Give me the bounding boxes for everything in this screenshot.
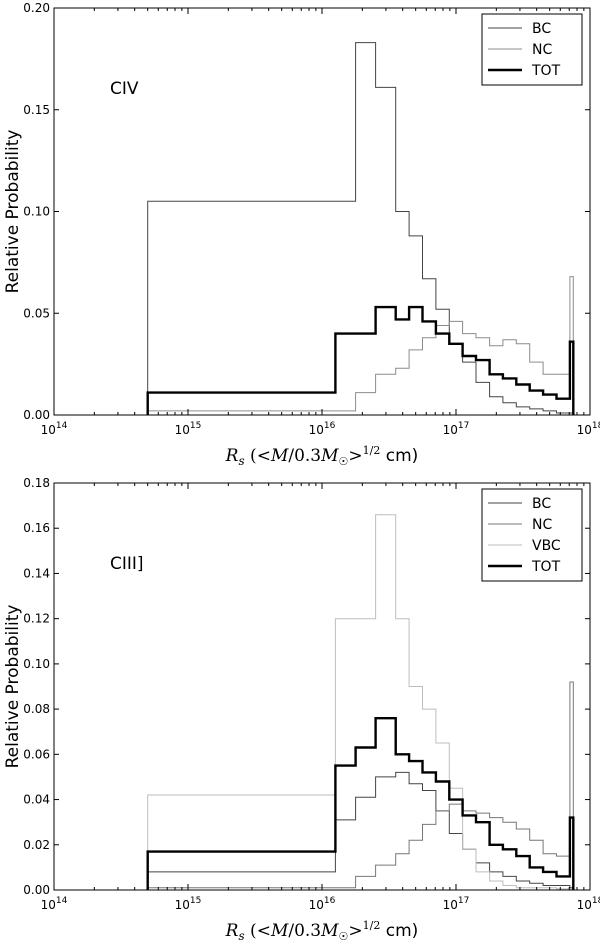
y-tick-label: 0.16 xyxy=(23,521,50,535)
panel-label: CIV xyxy=(110,79,139,99)
x-tick-label: 1014 xyxy=(41,896,68,912)
x-tick-label: 1018 xyxy=(577,896,600,912)
series-line-tot xyxy=(146,305,575,415)
y-tick-label: 0.08 xyxy=(23,702,50,716)
panel-label: CIII] xyxy=(110,554,144,574)
series-line-bc xyxy=(147,771,574,890)
y-tick-label: 0.00 xyxy=(23,408,50,422)
x-tick-label: 1018 xyxy=(577,421,600,437)
legend: BC NC TOT xyxy=(481,13,583,86)
chart-panel-2: 0.00 0.02 0.04 0.06 0.08 0.10 0.12 0.14 0.16 0.18… xyxy=(3,476,600,943)
x-tick-label: 1016 xyxy=(309,421,336,437)
y-tick-label: 0.14 xyxy=(23,566,50,580)
y-tick-label: 0.10 xyxy=(23,657,50,671)
series-line-nc xyxy=(147,681,574,890)
x-tick-label: 1014 xyxy=(41,421,68,437)
x-tick-label: 1017 xyxy=(443,896,470,912)
y-axis-label: Relative Probability xyxy=(3,130,23,294)
series-line-nc xyxy=(147,276,574,415)
legend-label-tot: TOT xyxy=(531,559,561,575)
y-tick-label: 0.06 xyxy=(23,747,50,761)
x-axis-label: Rs (<M/0.3M☉>1/2 cm) xyxy=(225,919,419,943)
x-axis-label: Rs (<M/0.3M☉>1/2 cm) xyxy=(225,444,419,468)
y-tick-label: 0.10 xyxy=(23,205,50,219)
series-line-tot xyxy=(146,717,575,890)
y-tick-label: 0.12 xyxy=(23,612,50,626)
x-tick-label: 1015 xyxy=(175,421,202,437)
legend-label-nc: NC xyxy=(532,42,552,58)
y-tick-label: 0.05 xyxy=(23,306,50,320)
legend-label-nc: NC xyxy=(532,517,552,533)
x-tick-label: 1017 xyxy=(443,421,470,437)
legend: BC NC VBC TOT xyxy=(481,488,583,582)
chart-panel-1: 0.00 0.05 0.10 0.15 0.20 1014 1015 1016 1017 1018… xyxy=(3,1,600,468)
legend-label-bc: BC xyxy=(532,21,551,37)
y-tick-label: 0.02 xyxy=(23,838,50,852)
y-tick-label: 0.18 xyxy=(23,476,50,490)
legend-label-tot: TOT xyxy=(531,63,561,79)
legend-label-vbc: VBC xyxy=(532,538,561,554)
y-tick-label: 0.15 xyxy=(23,103,50,117)
y-tick-label: 0.20 xyxy=(23,1,50,15)
y-tick-label: 0.00 xyxy=(23,883,50,897)
legend-label-bc: BC xyxy=(532,496,551,512)
x-tick-label: 1015 xyxy=(175,896,202,912)
x-tick-label: 1016 xyxy=(309,896,336,912)
series-line-bc xyxy=(147,42,574,415)
y-axis-label: Relative Probability xyxy=(3,605,23,769)
y-tick-label: 0.04 xyxy=(23,793,50,807)
